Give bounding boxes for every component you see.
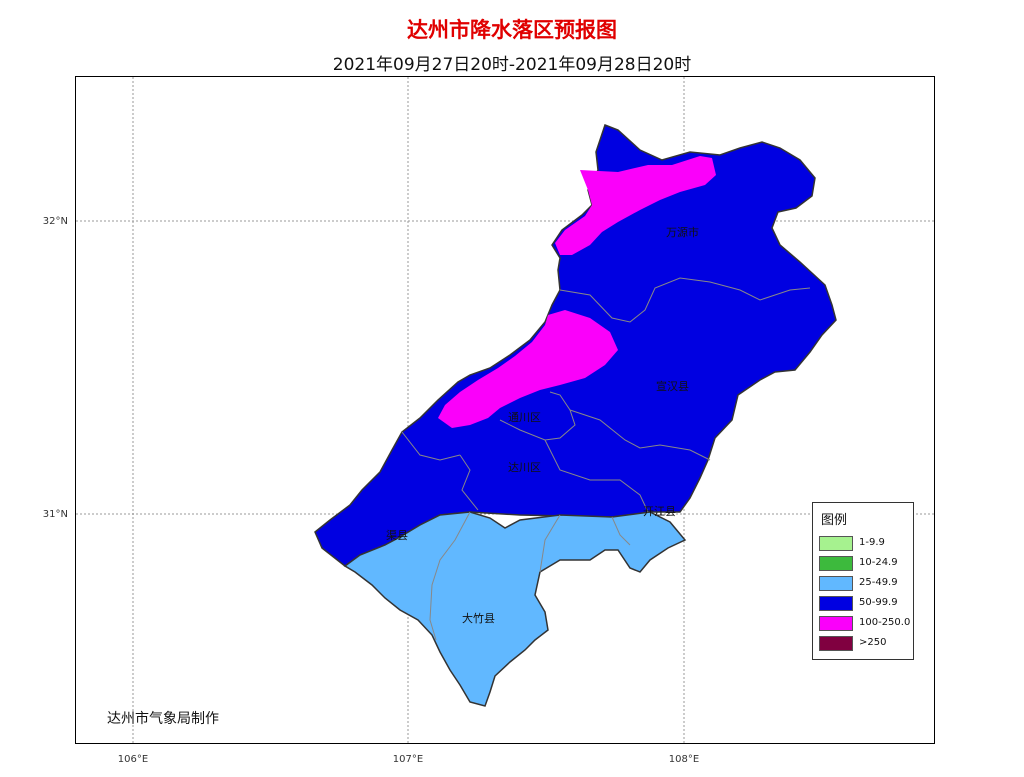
legend-item: 25-49.9: [819, 575, 911, 593]
legend-item: 1-9.9: [819, 535, 911, 553]
legend-swatch: [819, 596, 853, 611]
county-label-xuanhan: 宣汉县: [656, 380, 689, 393]
lon-label-108e: 108°E: [668, 754, 700, 765]
legend-item: 10-24.9: [819, 555, 911, 573]
legend-swatch: [819, 636, 853, 651]
producer-credit: 达州市气象局制作: [107, 711, 219, 727]
legend-swatch: [819, 616, 853, 631]
boundary-dachuan: [459, 439, 649, 513]
boundary-xuanhan: [569, 409, 711, 461]
legend-label: 1-9.9: [859, 537, 885, 548]
lat-label-32n: 32°N: [42, 216, 68, 227]
county-label-tongchuan: 通川区: [508, 411, 541, 424]
boundary-tongchuan: [499, 391, 576, 441]
legend-title: 图例: [821, 513, 848, 528]
lon-label-107e: 107°E: [392, 754, 424, 765]
lon-label-106e: 106°E: [117, 754, 149, 765]
boundary-wanyuan: [559, 277, 811, 323]
page-subtitle: 2021年09月27日20时-2021年09月28日20时: [332, 55, 692, 75]
region-magenta-north: [555, 156, 716, 255]
region-lightblue-25-49: [343, 511, 687, 707]
boundary-dazhu: [429, 511, 561, 641]
legend-label: 10-24.9: [859, 557, 898, 568]
county-label-kaijiang: 开江县: [643, 505, 676, 518]
legend-swatch: [819, 556, 853, 571]
county-label-dachuan: 达川区: [508, 461, 541, 474]
lat-label-31n: 31°N: [42, 509, 68, 520]
page-title: 达州市降水落区预报图: [407, 18, 617, 42]
county-boundaries: [401, 277, 811, 641]
county-label-dazhu: 大竹县: [462, 612, 495, 625]
legend-label: 25-49.9: [859, 577, 898, 588]
legend-item: 50-99.9: [819, 595, 911, 613]
region-magenta-middle: [438, 310, 618, 428]
boundary-qu: [401, 431, 461, 461]
county-label-wanyuan: 万源市: [666, 226, 699, 239]
legend-label: 100-250.0: [859, 617, 911, 628]
legend-label: 50-99.9: [859, 597, 898, 608]
legend-item: 100-250.0: [819, 615, 911, 633]
legend-swatch: [819, 576, 853, 591]
legend-label: >250: [859, 637, 887, 648]
legend-item: >250: [819, 635, 911, 653]
county-label-qu: 渠县: [386, 529, 408, 542]
legend-swatch: [819, 536, 853, 551]
legend: 图例 1-9.9 10-24.9 25-49.9 50-99.9 100-250…: [812, 502, 914, 660]
boundary-kaijiang: [611, 516, 631, 546]
